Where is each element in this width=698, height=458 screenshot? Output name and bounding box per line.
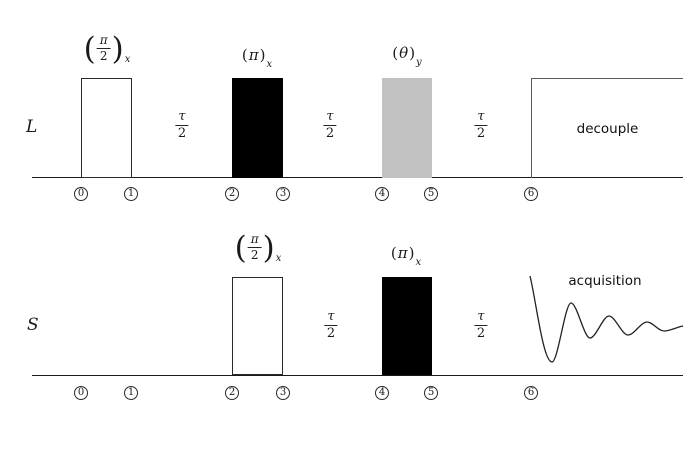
close-paren: ) — [259, 46, 266, 64]
time-marker-L-1: 1 — [124, 187, 138, 201]
channel-label-L: L — [26, 117, 38, 137]
pi-over-2: π 2 — [247, 233, 262, 262]
timeline-S — [32, 375, 683, 376]
time-marker-S-3: 3 — [276, 386, 290, 400]
delay-tau2-S-1: τ 2 — [324, 309, 338, 342]
pulse-90-L-label: ( π 2 ) x — [84, 30, 131, 68]
pulse-theta-L-label: ( θ ) y — [392, 44, 422, 68]
open-paren: ( — [392, 44, 399, 62]
phase-subscript: x — [415, 257, 422, 268]
time-marker-S-1: 1 — [124, 386, 138, 400]
time-marker-L-5: 5 — [424, 187, 438, 201]
time-marker-S-6: 6 — [524, 386, 538, 400]
time-marker-L-0: 0 — [74, 187, 88, 201]
pulse-90-S-label: ( π 2 ) x — [235, 229, 282, 267]
time-marker-L-2: 2 — [225, 187, 239, 201]
open-paren: ( — [390, 244, 397, 262]
pulse-180-S-label: ( π ) x — [390, 244, 422, 268]
delay-tau2-S-2: τ 2 — [474, 309, 488, 342]
time-marker-S-0: 0 — [74, 386, 88, 400]
pulse-theta-L — [382, 78, 432, 178]
phase-subscript: x — [275, 253, 282, 264]
delay-tau2-L-2: τ 2 — [323, 109, 337, 142]
fid-curve — [529, 275, 684, 363]
decouple-box: decouple — [531, 78, 683, 178]
phase-subscript: x — [266, 59, 273, 70]
delay-tau2-L-1: τ 2 — [175, 109, 189, 142]
open-paren: ( — [83, 31, 96, 67]
time-marker-S-2: 2 — [225, 386, 239, 400]
close-paren: ) — [111, 31, 124, 67]
pulse-180-L-label: ( π ) x — [241, 46, 273, 70]
timeline-L — [32, 177, 683, 178]
pulse-180-S — [382, 277, 432, 375]
phase-subscript: y — [416, 57, 422, 68]
pulse-90-S — [232, 277, 283, 375]
pulse-180-L — [232, 78, 283, 178]
close-paren: ) — [262, 230, 275, 266]
acquisition-label: acquisition — [568, 273, 642, 289]
open-paren: ( — [234, 230, 247, 266]
time-marker-S-5: 5 — [424, 386, 438, 400]
close-paren: ) — [408, 244, 415, 262]
decouple-label: decouple — [576, 120, 639, 137]
time-marker-L-3: 3 — [276, 187, 290, 201]
open-paren: ( — [241, 46, 248, 64]
close-paren: ) — [409, 44, 416, 62]
phase-subscript: x — [124, 54, 131, 65]
delay-tau2-L-3: τ 2 — [474, 109, 488, 142]
time-marker-L-4: 4 — [375, 187, 389, 201]
pi-over-2: π 2 — [96, 34, 111, 63]
pulse-90-L — [81, 78, 132, 178]
time-marker-L-6: 6 — [524, 187, 538, 201]
time-marker-S-4: 4 — [375, 386, 389, 400]
channel-label-S: S — [27, 315, 39, 335]
